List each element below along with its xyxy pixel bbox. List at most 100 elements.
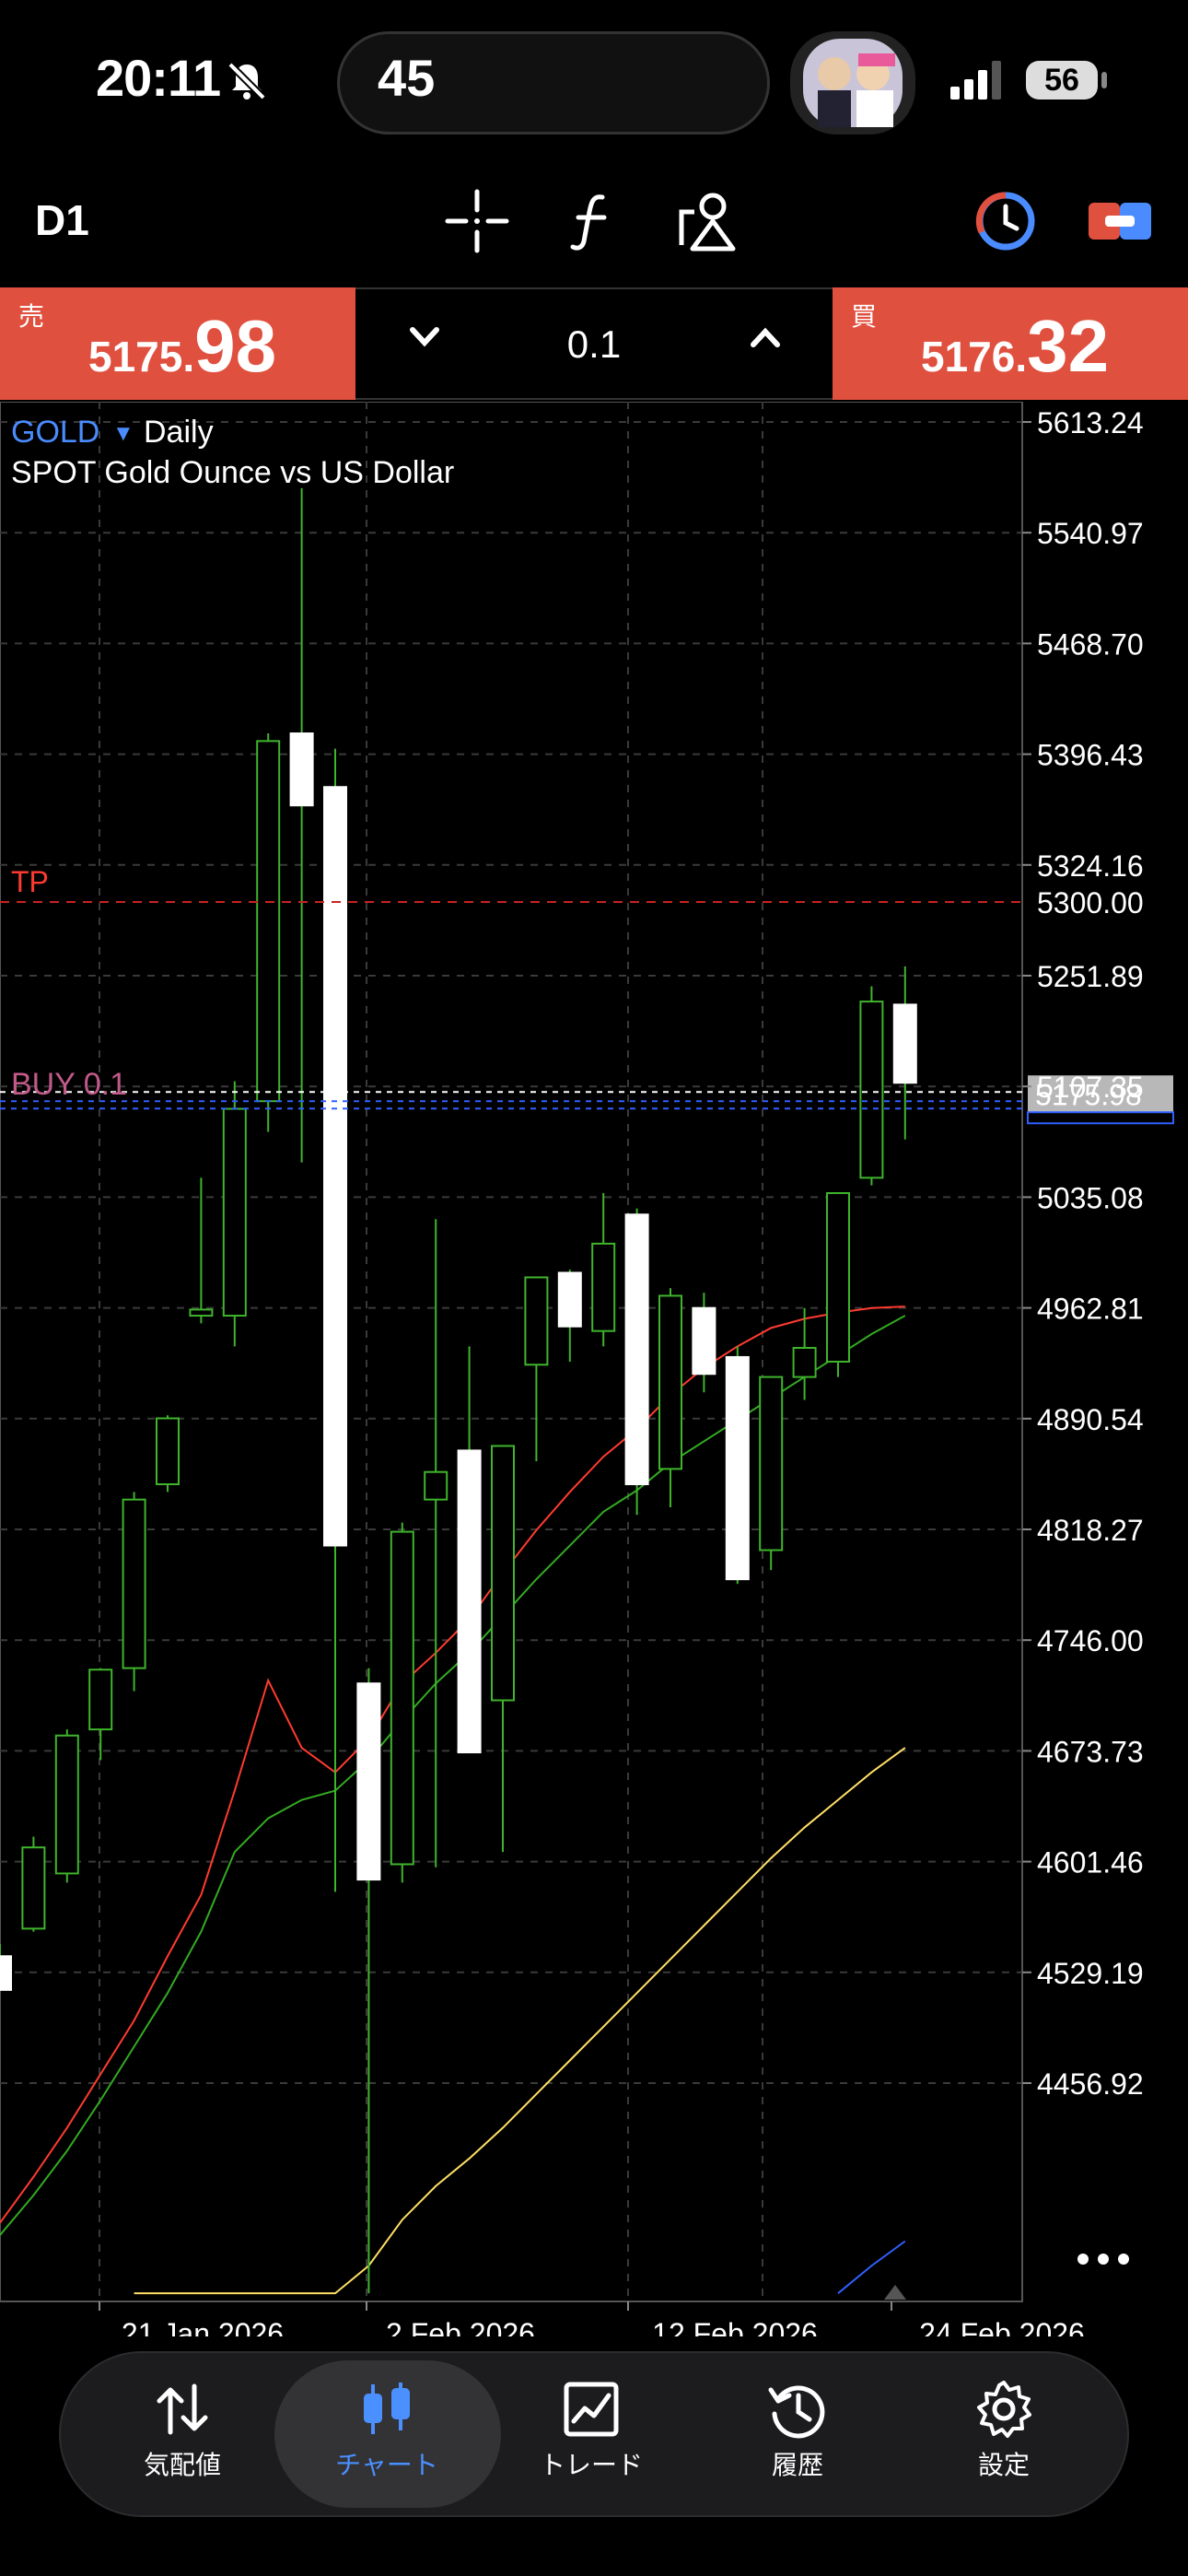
sell-label: 売 bbox=[18, 302, 45, 331]
chevron-up-icon[interactable] bbox=[750, 326, 781, 348]
sell-price-big: 98 bbox=[194, 305, 277, 387]
y-tick-label: 4456.92 bbox=[1037, 2067, 1144, 2101]
current-price-label: 5175.98 bbox=[1035, 1078, 1142, 1111]
candle-body bbox=[189, 1308, 214, 1317]
more-options-icon[interactable] bbox=[1077, 2254, 1129, 2265]
timeframe-button[interactable]: D1 bbox=[35, 196, 89, 244]
candle-body bbox=[892, 1003, 917, 1084]
crosshair-icon[interactable] bbox=[440, 184, 514, 258]
candle-body bbox=[457, 1449, 482, 1754]
sell-button[interactable]: 売 5175.98 bbox=[0, 287, 355, 400]
candle-body bbox=[759, 1376, 784, 1551]
candle-body bbox=[390, 1530, 414, 1866]
y-tick-label: 4601.46 bbox=[1037, 1846, 1144, 1879]
nav-label: チャート bbox=[335, 2451, 438, 2479]
y-tick-label: 4529.19 bbox=[1037, 1957, 1144, 1990]
x-tick-label: 24 Feb 2026 bbox=[919, 2317, 1085, 2336]
indicator-f-icon[interactable] bbox=[556, 184, 630, 258]
chevron-down-icon[interactable] bbox=[409, 326, 440, 348]
y-tick-label: 4746.00 bbox=[1037, 1624, 1144, 1657]
ma-yellow-line bbox=[134, 1747, 906, 2295]
price-axis: 5613.24 5540.97 5468.70 5396.43 5324.16 5251.… bbox=[1022, 406, 1144, 2101]
y-tick-label: 5613.24 bbox=[1037, 406, 1144, 439]
y-tick-label: 4962.81 bbox=[1037, 1293, 1144, 1326]
nav-active-pill bbox=[274, 2360, 501, 2508]
x-tick-label: 2 Feb 2026 bbox=[386, 2317, 535, 2336]
candle-body bbox=[21, 1846, 46, 1930]
candle-body bbox=[323, 786, 347, 1547]
price-levels: 5300.00 5175.98 bbox=[0, 886, 1174, 2300]
buy-price-big: 32 bbox=[1027, 305, 1110, 387]
nav-chart[interactable]: チャート bbox=[295, 2377, 479, 2482]
candle-body bbox=[222, 1107, 247, 1317]
candle-body bbox=[591, 1242, 616, 1332]
objects-icon[interactable] bbox=[672, 184, 746, 258]
volume-selector: 0.1 bbox=[355, 287, 833, 400]
current-price-box bbox=[1028, 1075, 1173, 1113]
symbol-label[interactable]: GOLD bbox=[11, 415, 99, 450]
battery-icon: 56 bbox=[1026, 61, 1098, 100]
moving-averages bbox=[0, 1306, 906, 2295]
y-tick-label: 5324.16 bbox=[1037, 849, 1144, 883]
candle-body bbox=[859, 1001, 884, 1179]
candle-body bbox=[54, 1734, 79, 1875]
symbol-description: SPOT Gold Ounce vs US Dollar bbox=[11, 455, 454, 490]
trade-toggle-icon[interactable] bbox=[1083, 184, 1157, 258]
candle-body bbox=[826, 1191, 850, 1363]
buy-button[interactable]: 買 5176.32 bbox=[833, 287, 1188, 400]
island-text: 45 bbox=[378, 49, 436, 107]
history-clock-icon bbox=[768, 2385, 825, 2439]
chart-candles-icon bbox=[364, 2383, 410, 2434]
candle-body bbox=[557, 1271, 582, 1328]
volume-value[interactable]: 0.1 bbox=[566, 322, 622, 366]
island-avatar[interactable] bbox=[790, 31, 915, 135]
dynamic-island[interactable] bbox=[337, 31, 770, 135]
y-tick-label: 4890.54 bbox=[1037, 1403, 1144, 1436]
y-tick-label: 4673.73 bbox=[1037, 1735, 1144, 1768]
status-time: 20:11 bbox=[96, 49, 221, 107]
candle-body bbox=[156, 1417, 180, 1486]
candle-body bbox=[692, 1306, 716, 1376]
y-tick-label: 5396.43 bbox=[1037, 739, 1144, 772]
quotes-arrows-icon bbox=[157, 2383, 208, 2435]
sell-price-small: 5175. bbox=[88, 333, 195, 381]
price-chart[interactable]: 5300.00 5175.98 5613.24 5540.97 5468.70 5396… bbox=[0, 402, 1188, 2336]
candle-body bbox=[289, 732, 314, 807]
candle-body bbox=[792, 1346, 817, 1378]
y-tick-label: 5540.97 bbox=[1037, 517, 1144, 550]
bell-slash-icon bbox=[227, 62, 266, 100]
candle-body bbox=[725, 1355, 750, 1581]
nav-settings[interactable]: 設定 bbox=[912, 2377, 1096, 2482]
buy-label: 買 bbox=[851, 302, 878, 331]
y-tick-label: 5107.35 bbox=[1037, 1071, 1144, 1104]
nav-quotes[interactable]: 気配値 bbox=[90, 2377, 274, 2482]
nav-label: 設定 bbox=[977, 2451, 1030, 2479]
plot-frame bbox=[0, 402, 1023, 2302]
nav-label: トレード bbox=[539, 2451, 643, 2479]
nav-history[interactable]: 履歴 bbox=[705, 2377, 890, 2482]
position-label[interactable]: BUY 0.1 bbox=[11, 1067, 127, 1102]
nav-label: 履歴 bbox=[771, 2451, 823, 2479]
battery-cap bbox=[1101, 72, 1107, 88]
candle-body bbox=[491, 1445, 515, 1702]
candles bbox=[0, 487, 917, 2294]
candle-body bbox=[658, 1294, 682, 1470]
candle-body bbox=[424, 1470, 448, 1501]
symbol-dropdown-icon[interactable]: ▼ bbox=[112, 421, 134, 446]
nav-label: 気配値 bbox=[143, 2451, 221, 2479]
settings-gear-icon bbox=[977, 2381, 1031, 2438]
y-tick-label: 4818.27 bbox=[1037, 1514, 1144, 1547]
candle-body bbox=[624, 1213, 649, 1486]
shift-marker bbox=[884, 2285, 906, 2300]
buy-price-small: 5176. bbox=[921, 333, 1028, 381]
x-tick-label: 21 Jan 2026 bbox=[122, 2317, 284, 2336]
y-tick-label: 5468.70 bbox=[1037, 627, 1144, 661]
ma-green-line bbox=[0, 1315, 906, 2236]
tp-label: TP bbox=[11, 865, 49, 898]
nav-trade[interactable]: トレード bbox=[499, 2377, 683, 2482]
period-label: Daily bbox=[144, 415, 214, 450]
y-tick-label: 5035.08 bbox=[1037, 1181, 1144, 1214]
ma-red-line bbox=[0, 1306, 905, 2224]
clock-icon[interactable] bbox=[969, 184, 1042, 258]
candle-body bbox=[122, 1498, 146, 1669]
